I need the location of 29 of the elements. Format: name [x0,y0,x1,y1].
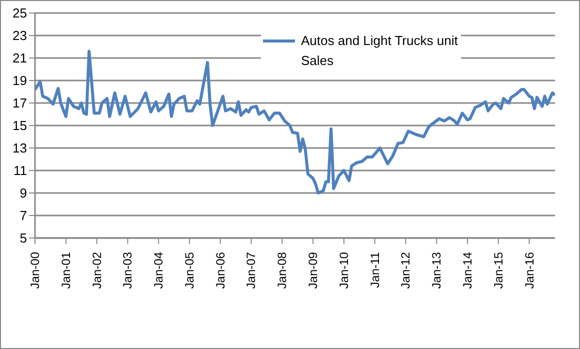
y-tick-label: 23 [12,28,27,44]
x-tick-label: Jan-02 [90,252,104,289]
x-tick-label: Jan-13 [430,252,444,289]
x-tick-label: Jan-04 [152,252,166,289]
x-tick-label: Jan-10 [336,252,351,289]
y-tick-label: 25 [12,6,27,21]
y-tick-label: 17 [12,96,27,111]
x-tick-label: Jan-03 [120,252,135,289]
x-tick-label: Jan-00 [28,252,42,289]
x-tick-label: Jan-15 [491,252,506,289]
y-tick-label: 9 [20,186,27,201]
y-tick-label: 5 [20,230,27,246]
y-tick-label: 15 [12,118,27,134]
x-tick-label: Jan-12 [398,252,413,289]
y-tick-label: 21 [12,50,27,66]
x-tick-label: Jan-09 [306,252,320,289]
x-tick-label: Jan-07 [244,252,258,289]
y-tick-label: 11 [14,163,27,178]
y-tick-label: 13 [12,140,27,156]
x-tick-label: Jan-14 [460,252,474,289]
y-tick-label: 7 [20,208,27,224]
x-tick-label: Jan-05 [182,252,196,289]
legend-label: Autos and Light Trucks unit Sales [301,32,459,70]
y-tick-label: 19 [12,73,27,88]
x-tick-label: Jan-16 [522,252,536,289]
x-tick-label: Jan-01 [58,252,73,289]
x-tick-label: Jan-08 [275,252,290,289]
x-tick-label: Jan-06 [213,252,228,289]
x-tick-label: Jan-11 [368,252,382,288]
